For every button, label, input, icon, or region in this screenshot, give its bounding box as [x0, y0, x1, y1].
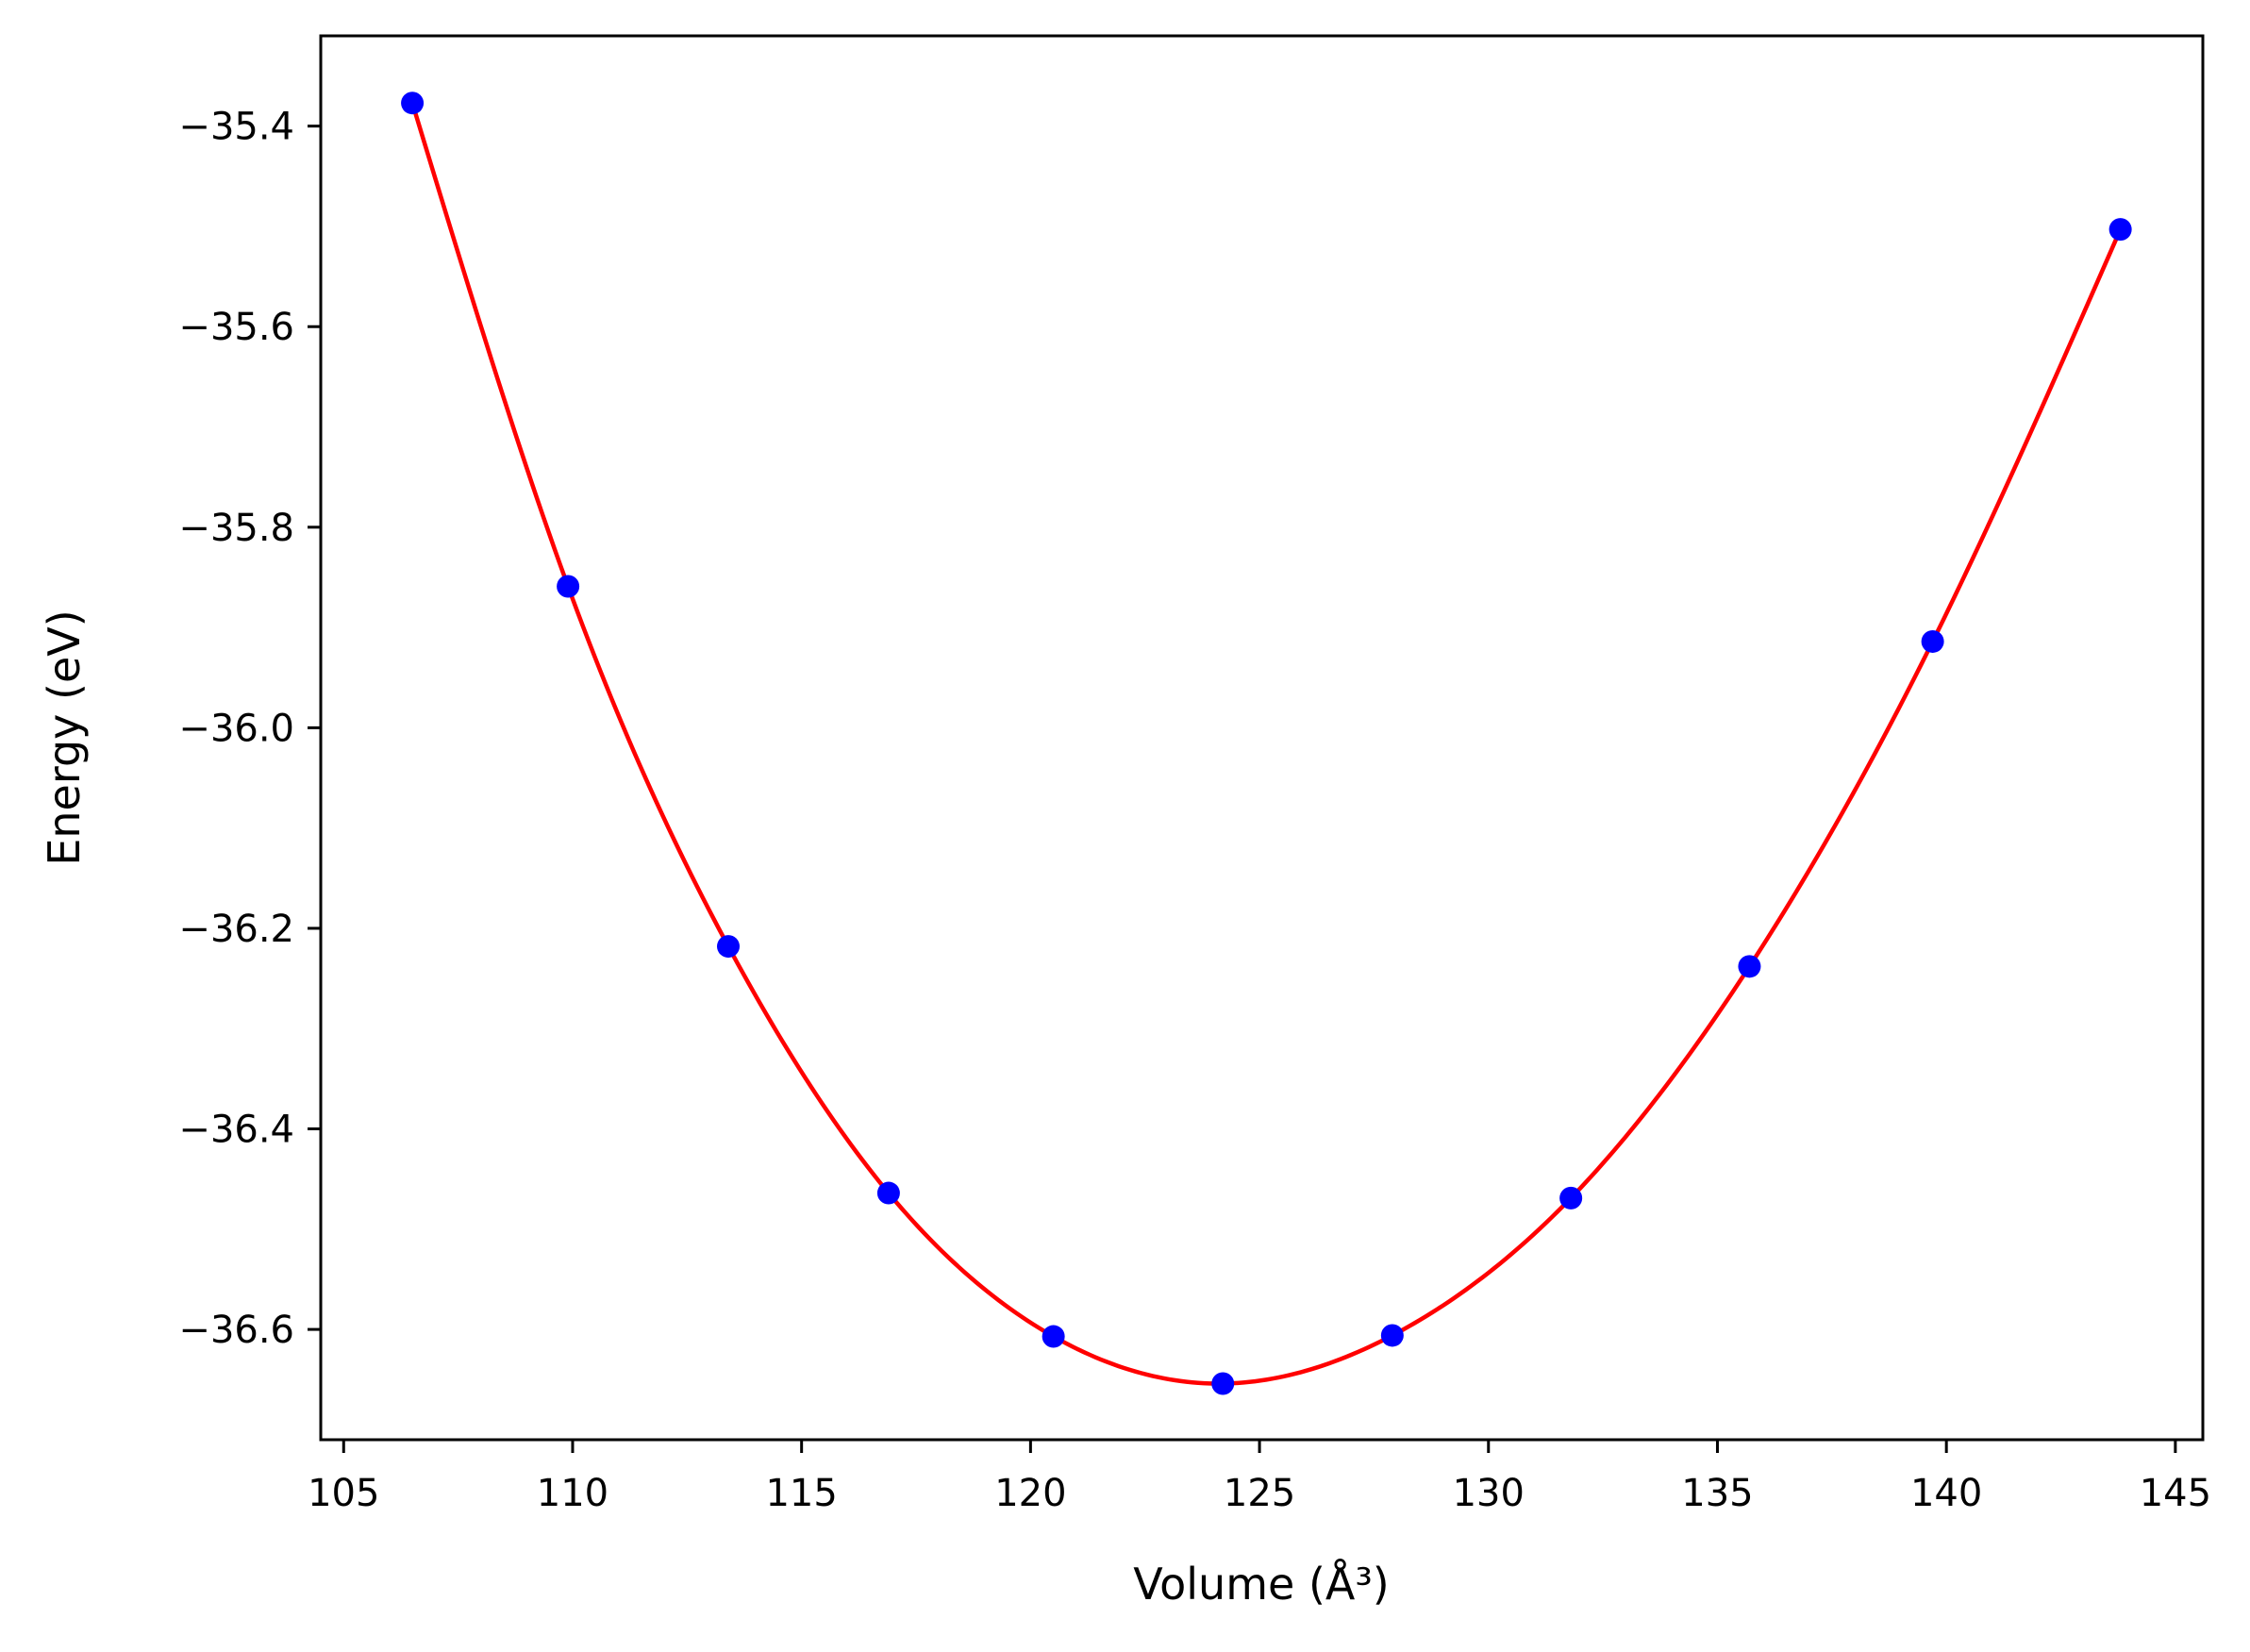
y-tick-label: −36.2 — [178, 908, 294, 951]
x-tick-label: 110 — [537, 1472, 608, 1515]
x-tick-label: 115 — [765, 1472, 837, 1515]
y-tick-label: −35.4 — [178, 106, 294, 149]
x-axis: 105 110 115 120 125 130 135 140 145 — [308, 1440, 2211, 1515]
x-tick-label: 130 — [1453, 1472, 1525, 1515]
x-tick-label: 105 — [308, 1472, 379, 1515]
data-point — [401, 92, 425, 115]
data-point — [557, 575, 580, 598]
data-point — [1738, 955, 1761, 978]
data-point — [1380, 1324, 1404, 1347]
y-tick-label: −35.6 — [178, 306, 294, 349]
plot-area-border — [319, 34, 2205, 1442]
y-tick-label: −36.4 — [178, 1109, 294, 1152]
series-layer — [401, 92, 2132, 1395]
data-point — [1042, 1325, 1065, 1348]
data-point — [717, 935, 741, 959]
x-tick-label: 125 — [1224, 1472, 1295, 1515]
data-point — [2108, 218, 2132, 242]
data-point — [1211, 1372, 1235, 1395]
y-tick-label: −36.6 — [178, 1309, 294, 1352]
y-tick-label: −36.0 — [178, 707, 294, 750]
x-tick-label: 135 — [1681, 1472, 1753, 1515]
y-axis: −35.4 −35.6 −35.8 −36.0 −36.2 −36.4 −36.6 — [178, 106, 321, 1352]
data-point — [876, 1181, 900, 1205]
x-tick-label: 140 — [1910, 1472, 1982, 1515]
data-point — [1921, 629, 1944, 653]
fit-curve-line — [409, 102, 2123, 1386]
y-tick-label: −35.8 — [178, 507, 294, 550]
x-tick-label: 145 — [2140, 1472, 2211, 1515]
data-point — [1559, 1186, 1583, 1210]
y-axis-title: Energy (eV) — [39, 609, 90, 865]
x-axis-title: Volume (Å³) — [1133, 1559, 1390, 1610]
x-tick-label: 120 — [994, 1472, 1066, 1515]
